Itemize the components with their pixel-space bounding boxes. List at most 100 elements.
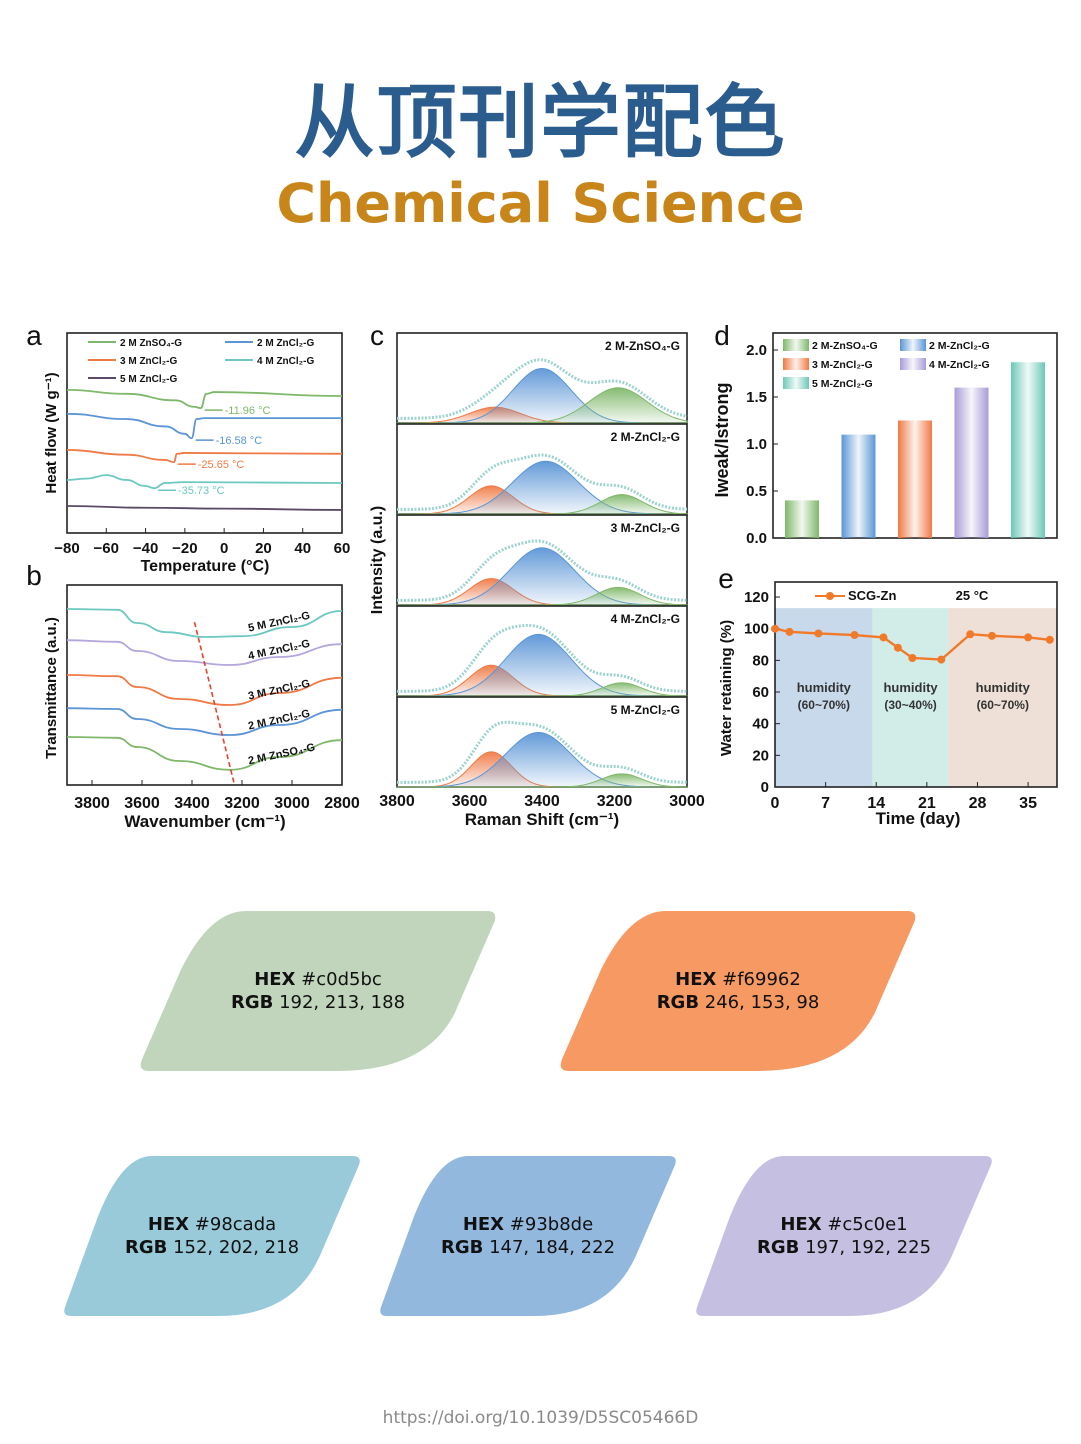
- legend-label: 3 M-ZnCl₂-G: [812, 359, 873, 371]
- peak-component: [397, 387, 688, 424]
- peak-component: [397, 586, 688, 606]
- rgb-value: 192, 213, 188: [279, 992, 406, 1013]
- series-line: [66, 707, 343, 736]
- rgb-value: 246, 153, 98: [704, 992, 820, 1013]
- x-tick-label: −20: [172, 540, 197, 557]
- y-axis-label: Iweak/Istrong: [712, 382, 732, 497]
- x-tick-label: 40: [294, 540, 311, 557]
- subplot-label: 2 M-ZnCl₂-G: [611, 430, 680, 444]
- hex-label: HEX: [254, 969, 296, 990]
- bar: [898, 420, 932, 538]
- data-point: [771, 624, 779, 633]
- y-tick-label: 0.0: [746, 530, 767, 547]
- x-tick-label: 3400: [524, 793, 560, 810]
- x-axis-label: Raman Shift (cm⁻¹): [465, 810, 619, 829]
- legend-label: 5 M ZnCl₂-G: [120, 374, 177, 385]
- region-label: humidity: [976, 680, 1031, 695]
- series-line: [66, 639, 343, 666]
- data-point: [966, 630, 975, 639]
- hex-value: #c5c0e1: [827, 1214, 908, 1235]
- peak-component: [396, 633, 688, 697]
- x-tick-label: 3600: [124, 795, 160, 812]
- hex-label: HEX: [147, 1214, 190, 1235]
- legend-swatch: [900, 358, 926, 370]
- x-axis-label: Time (day): [876, 809, 961, 828]
- legend-swatch: [783, 377, 809, 389]
- series-label: 4 M ZnCl₂-G: [247, 638, 311, 663]
- subplot-label: 4 M-ZnCl₂-G: [611, 612, 680, 626]
- data-point: [850, 631, 859, 640]
- data-point: [937, 655, 946, 664]
- hex-value: #f69962: [722, 969, 801, 990]
- y-tick-label: 60: [752, 684, 769, 701]
- bar: [841, 434, 876, 538]
- panel-b-axes: [66, 584, 343, 786]
- x-tick-label: 21: [918, 795, 936, 812]
- legend-label: 4 M ZnCl₂-G: [257, 356, 314, 367]
- region-label: humidity: [883, 680, 938, 695]
- y-tick-label: 20: [752, 747, 769, 764]
- x-tick-label: 20: [255, 540, 272, 557]
- bar: [954, 387, 989, 538]
- data-point: [987, 631, 996, 640]
- swatch-lavender: HEX #c5c0e1 RGB 197, 192, 225: [694, 1156, 994, 1316]
- panel-letter-d: d: [714, 320, 730, 351]
- region-label: (60~70%): [798, 698, 850, 712]
- region-label: humidity: [797, 680, 852, 695]
- swatch-shape: [140, 911, 496, 1071]
- data-point: [908, 653, 917, 662]
- journal-name: Chemical Science: [276, 172, 805, 235]
- panel-letter-c: c: [370, 320, 384, 351]
- x-tick-label: −40: [133, 540, 158, 557]
- rgb-value: 147, 184, 222: [489, 1237, 616, 1258]
- hex-label: HEX: [462, 1214, 505, 1235]
- page-title: 从顶刊学配色: [294, 76, 787, 169]
- legend-label: 4 M-ZnCl₂-G: [929, 359, 990, 371]
- annotation-label: -16.58 °C: [216, 435, 263, 447]
- annotation-label: -11.96 °C: [225, 405, 271, 417]
- legend-swatch: [783, 339, 809, 351]
- peak-component: [396, 731, 688, 788]
- legend-label: 2 M ZnCl₂-G: [257, 338, 314, 349]
- swatch-shape: [380, 1156, 676, 1316]
- doi-link[interactable]: https://doi.org/10.1039/D5SC05466D: [382, 1408, 699, 1428]
- data-point: [1045, 635, 1054, 644]
- series-line: [66, 388, 343, 410]
- annotation-label: -35.73 °C: [178, 485, 225, 497]
- hex-value: #93b8de: [509, 1214, 594, 1235]
- legend-label: 2 M-ZnCl₂-G: [929, 340, 990, 352]
- x-tick-label: 3600: [452, 793, 488, 810]
- x-tick-label: 3000: [274, 795, 310, 812]
- series-line: [66, 449, 343, 463]
- y-axis-label: Transmittance (a.u.): [43, 617, 60, 759]
- bar: [1011, 362, 1045, 538]
- series-label: 3 M ZnCl₂-G: [247, 678, 311, 703]
- x-tick-label: 3200: [224, 795, 260, 812]
- peak-component: [397, 494, 688, 515]
- measured-spectrum: [396, 720, 688, 784]
- hex-label: HEX: [780, 1214, 822, 1235]
- x-tick-label: 3800: [379, 793, 415, 810]
- series-line: [66, 474, 343, 490]
- y-tick-label: 100: [744, 621, 769, 638]
- x-tick-label: 0: [771, 795, 780, 812]
- x-tick-label: 3800: [74, 795, 110, 812]
- series-line: [66, 412, 343, 440]
- panel-letter-e: e: [718, 563, 734, 594]
- x-axis-label: Temperature (°C): [141, 558, 270, 575]
- y-tick-label: 0.5: [746, 483, 767, 500]
- swatch-blue: HEX #93b8de RGB 147, 184, 222: [378, 1156, 678, 1316]
- x-axis-label: Wavenumber (cm⁻¹): [124, 812, 285, 831]
- x-tick-label: 60: [334, 540, 351, 557]
- legend-label: SCG-Zn: [848, 588, 896, 603]
- region-label: (30~40%): [884, 698, 936, 712]
- data-point: [893, 643, 902, 652]
- x-tick-label: 35: [1019, 795, 1037, 812]
- rgb-label: RGB: [440, 1237, 484, 1258]
- swatch-shape: [696, 1156, 992, 1316]
- rgb-label: RGB: [756, 1237, 800, 1258]
- swatch-shape: [64, 1156, 360, 1316]
- x-tick-label: 3000: [669, 793, 705, 810]
- guide-dashed-line: [193, 622, 236, 786]
- subplot-label: 2 M-ZnSO₄-G: [605, 339, 680, 353]
